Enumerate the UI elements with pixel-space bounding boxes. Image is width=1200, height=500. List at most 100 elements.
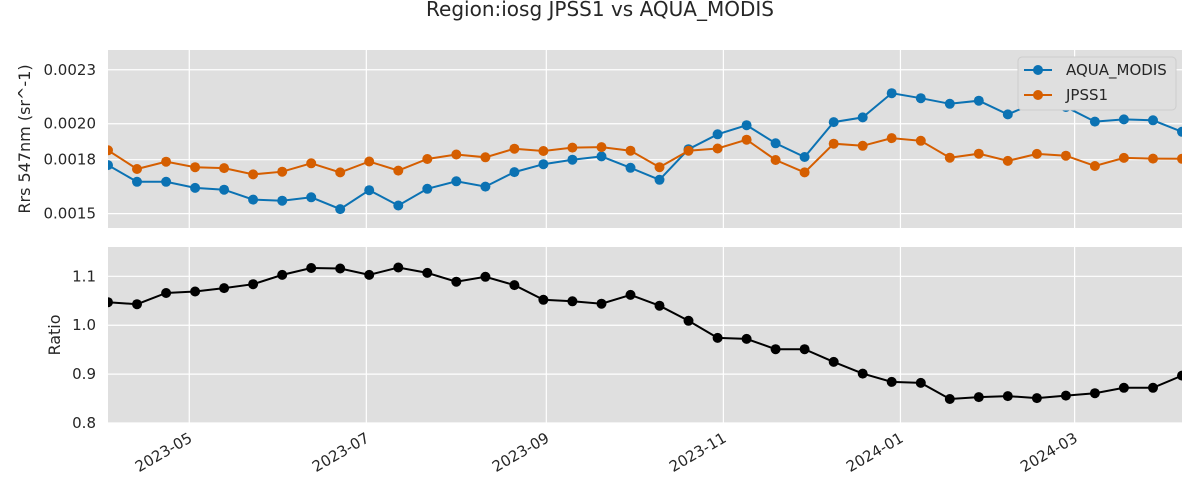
aqua_modis-data-point bbox=[625, 162, 636, 173]
aqua_modis-data-point bbox=[712, 129, 723, 140]
ratio-data-point bbox=[219, 283, 230, 294]
ratio-data-point bbox=[132, 299, 142, 310]
ratio-data-point bbox=[1002, 391, 1013, 402]
ratio-data-point bbox=[1177, 370, 1182, 381]
ratio-data-point bbox=[567, 296, 578, 307]
jpss1-data-point bbox=[190, 162, 201, 173]
aqua_modis-data-point bbox=[741, 120, 752, 131]
aqua_modis-data-point bbox=[451, 176, 462, 187]
legend-box bbox=[1017, 56, 1177, 111]
top-series-group bbox=[108, 88, 1182, 215]
ratio-data-point bbox=[1148, 382, 1158, 393]
aqua_modis-data-point bbox=[277, 195, 288, 206]
jpss1-data-point bbox=[886, 133, 897, 144]
aqua_modis-data-point bbox=[509, 167, 520, 178]
ratio-data-point bbox=[538, 294, 549, 305]
jpss1-data-point bbox=[451, 149, 462, 160]
aqua_modis-data-point bbox=[567, 154, 578, 165]
ratio-data-point bbox=[799, 344, 810, 355]
jpss1-data-point bbox=[1031, 148, 1042, 159]
jpss1-data-point bbox=[712, 143, 723, 154]
ratio-data-point bbox=[161, 288, 172, 298]
ratio-data-point bbox=[857, 368, 868, 379]
jpss1-data-point bbox=[277, 166, 288, 177]
jpss1-data-point bbox=[799, 167, 810, 178]
legend: AQUA_MODIS JPSS1 bbox=[1017, 56, 1177, 111]
chart-title: Region:iosg JPSS1 vs AQUA_MODIS bbox=[426, 0, 774, 21]
jpss1-data-point bbox=[944, 152, 955, 163]
ratio-data-point bbox=[393, 262, 404, 273]
ratio-data-point bbox=[364, 269, 375, 280]
top-y-tick-label: 0.0018 bbox=[44, 151, 97, 169]
aqua_modis-data-point bbox=[364, 185, 375, 196]
ratio-data-point bbox=[451, 276, 462, 287]
jpss1-data-point bbox=[1118, 152, 1129, 163]
ratio-data-point bbox=[480, 271, 491, 282]
aqua_modis-data-point bbox=[1148, 115, 1158, 126]
jpss1-legend-marker bbox=[1033, 90, 1043, 100]
aqua_modis-data-point bbox=[596, 151, 607, 162]
top-axes: 0.0015 0.0018 0.0020 0.0023 Rrs 547nm (sr^-1… bbox=[15, 50, 1182, 228]
jpss1-data-point bbox=[306, 158, 317, 169]
top-y-tick-label: 0.0023 bbox=[44, 61, 97, 79]
ratio-data-point bbox=[770, 344, 781, 355]
aqua_modis-data-point bbox=[1002, 109, 1013, 120]
ratio-data-point bbox=[422, 267, 433, 278]
ratio-data-point bbox=[712, 332, 723, 343]
jpss1-data-point bbox=[625, 145, 636, 156]
aqua_modis-legend-label: AQUA_MODIS bbox=[1066, 61, 1167, 80]
top-y-axis-label: Rrs 547nm (sr^-1) bbox=[15, 64, 34, 213]
jpss1-data-point bbox=[683, 145, 694, 156]
jpss1-data-point bbox=[1089, 161, 1100, 171]
jpss1-data-point bbox=[1177, 153, 1182, 164]
jpss1-data-point bbox=[509, 143, 520, 154]
bottom-series-group bbox=[108, 262, 1182, 404]
ratio-data-point bbox=[915, 377, 926, 388]
jpss1-data-point bbox=[161, 156, 172, 167]
jpss1-data-point bbox=[1002, 155, 1013, 166]
ratio-data-point bbox=[1031, 393, 1042, 404]
jpss1-data-point bbox=[828, 138, 839, 149]
jpss1-data-point bbox=[219, 163, 230, 174]
aqua_modis-data-point bbox=[219, 184, 230, 195]
ratio-data-point bbox=[335, 263, 346, 274]
aqua_modis-data-point bbox=[335, 204, 346, 215]
aqua_modis-data-point bbox=[248, 194, 259, 205]
ratio-data-point bbox=[248, 279, 259, 290]
aqua_modis-data-point bbox=[306, 192, 317, 203]
aqua_modis-data-point bbox=[108, 160, 113, 171]
jpss1-data-point bbox=[596, 142, 607, 153]
jpss1-data-point bbox=[335, 167, 346, 178]
jpss1-data-point bbox=[248, 169, 259, 180]
aqua_modis-data-point bbox=[973, 95, 984, 106]
ratio-data-point bbox=[306, 263, 317, 273]
ratio-data-point bbox=[190, 286, 201, 297]
jpss1-data-point bbox=[393, 165, 404, 176]
bottom-y-tick-label: 1.1 bbox=[72, 267, 96, 285]
jpss1-data-point bbox=[915, 135, 926, 146]
jpss1-data-point bbox=[1060, 150, 1071, 161]
aqua_modis-data-point bbox=[132, 176, 142, 187]
ratio-data-point bbox=[886, 376, 897, 387]
ratio-data-point bbox=[654, 300, 665, 311]
aqua_modis-data-point bbox=[654, 174, 665, 185]
aqua_modis-series-line bbox=[108, 92, 1182, 211]
ratio-data-point bbox=[683, 315, 694, 326]
top-y-tick-label: 0.0020 bbox=[44, 115, 97, 133]
ratio-data-point bbox=[828, 356, 839, 367]
aqua_modis-data-point bbox=[190, 182, 201, 193]
jpss1-data-point bbox=[422, 154, 433, 164]
jpss1-data-point bbox=[364, 156, 375, 167]
jpss1-data-point bbox=[741, 134, 752, 145]
ratio-data-point bbox=[973, 392, 984, 403]
aqua_modis-legend-marker bbox=[1033, 65, 1043, 75]
jpss1-data-point bbox=[538, 146, 549, 156]
jpss1-data-point bbox=[654, 162, 665, 173]
aqua_modis-data-point bbox=[1177, 126, 1182, 137]
bottom-y-tick-label: 0.9 bbox=[72, 365, 96, 383]
jpss1-data-point bbox=[480, 152, 491, 163]
jpss1-data-point bbox=[132, 164, 142, 174]
top-y-tick-label: 0.0015 bbox=[44, 205, 97, 223]
jpss1-legend-label: JPSS1 bbox=[1065, 86, 1108, 104]
jpss1-data-point bbox=[108, 145, 113, 156]
